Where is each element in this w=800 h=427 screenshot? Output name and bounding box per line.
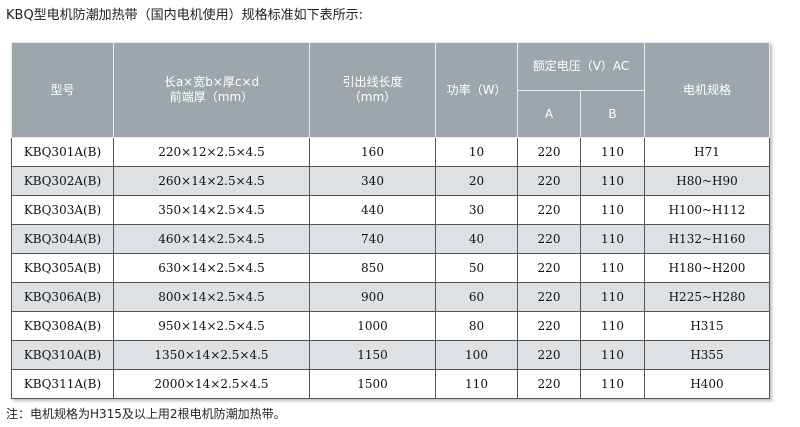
cell-voltage-a: 220 (517, 166, 581, 196)
table-row: KBQ302A(B) 260×14×2.5×4.5 340 20 220 110 H80~H… (11, 166, 770, 196)
table-row: KBQ311A(B) 2000×14×2.5×4.5 1500 110 220 110 H4… (11, 369, 770, 399)
cell-voltage-a: 220 (517, 224, 581, 254)
cell-dimensions: 1350×14×2.5×4.5 (113, 340, 310, 370)
cell-motor-spec: H315 (644, 311, 770, 341)
table-row: KBQ301A(B) 220×12×2.5×4.5 160 10 220 110 H71 (11, 137, 770, 167)
header-power: 功率（W） (435, 42, 518, 138)
cell-model: KBQ303A(B) (11, 195, 114, 225)
table-row: KBQ308A(B) 950×14×2.5×4.5 1000 80 220 110 H315 (11, 311, 770, 341)
cell-lead-length: 440 (309, 195, 436, 225)
cell-model: KBQ301A(B) (11, 137, 114, 167)
table-row: KBQ310A(B) 1350×14×2.5×4.5 1150 100 220 110 H3… (11, 340, 770, 370)
cell-lead-length: 740 (309, 224, 436, 254)
header-motor: 电机规格 (644, 42, 770, 138)
cell-voltage-a: 220 (517, 369, 581, 399)
spec-table: 型号 长a×宽b×厚c×d 前端厚（mm） 引出线长度 （mm） 功率（W） 额定电… (11, 42, 770, 399)
cell-lead-length: 1150 (309, 340, 436, 370)
cell-power: 80 (435, 311, 518, 341)
cell-motor-spec: H100~H112 (644, 195, 770, 225)
cell-lead-length: 160 (309, 137, 436, 167)
cell-dimensions: 2000×14×2.5×4.5 (113, 369, 310, 399)
cell-dimensions: 800×14×2.5×4.5 (113, 282, 310, 312)
cell-dimensions: 260×14×2.5×4.5 (113, 166, 310, 196)
cell-power: 30 (435, 195, 518, 225)
cell-model: KBQ302A(B) (11, 166, 114, 196)
cell-voltage-b: 110 (580, 311, 645, 341)
cell-motor-spec: H180~H200 (644, 253, 770, 283)
cell-motor-spec: H80~H90 (644, 166, 770, 196)
table-row: KBQ303A(B) 350×14×2.5×4.5 440 30 220 110 H100~… (11, 195, 770, 225)
cell-voltage-b: 110 (580, 224, 645, 254)
cell-voltage-a: 220 (517, 311, 581, 341)
cell-dimensions: 630×14×2.5×4.5 (113, 253, 310, 283)
header-lead-length: 引出线长度 （mm） (309, 42, 436, 138)
cell-voltage-a: 220 (517, 340, 581, 370)
cell-motor-spec: H400 (644, 369, 770, 399)
cell-voltage-b: 110 (580, 369, 645, 399)
cell-model: KBQ304A(B) (11, 224, 114, 254)
cell-model: KBQ305A(B) (11, 253, 114, 283)
cell-voltage-b: 110 (580, 253, 645, 283)
cell-lead-length: 900 (309, 282, 436, 312)
cell-voltage-b: 110 (580, 166, 645, 196)
header-dimensions-line2: 前端厚（mm） (169, 90, 254, 104)
cell-voltage-b: 110 (580, 282, 645, 312)
cell-power: 20 (435, 166, 518, 196)
table-row: KBQ306A(B) 800×14×2.5×4.5 900 60 220 110 H225~… (11, 282, 770, 312)
cell-power: 110 (435, 369, 518, 399)
cell-voltage-a: 220 (517, 195, 581, 225)
cell-power: 100 (435, 340, 518, 370)
cell-model: KBQ306A(B) (11, 282, 114, 312)
header-voltage-b: B (580, 90, 645, 138)
table-row: KBQ305A(B) 630×14×2.5×4.5 850 50 220 110 H180~… (11, 253, 770, 283)
cell-voltage-a: 220 (517, 282, 581, 312)
cell-lead-length: 1500 (309, 369, 436, 399)
cell-lead-length: 1000 (309, 311, 436, 341)
cell-voltage-b: 110 (580, 137, 645, 167)
cell-dimensions: 350×14×2.5×4.5 (113, 195, 310, 225)
header-dimensions-line1: 长a×宽b×厚c×d (163, 75, 260, 89)
footnote: 注：电机规格为H315及以上用2根电机防潮加热带。 (6, 407, 286, 421)
header-lead-line2: （mm） (348, 90, 397, 104)
cell-motor-spec: H225~H280 (644, 282, 770, 312)
cell-power: 60 (435, 282, 518, 312)
cell-model: KBQ308A(B) (11, 311, 114, 341)
cell-dimensions: 460×14×2.5×4.5 (113, 224, 310, 254)
cell-voltage-b: 110 (580, 195, 645, 225)
cell-lead-length: 340 (309, 166, 436, 196)
cell-model: KBQ311A(B) (11, 369, 114, 399)
cell-power: 10 (435, 137, 518, 167)
header-voltage-a: A (517, 90, 581, 138)
cell-dimensions: 220×12×2.5×4.5 (113, 137, 310, 167)
cell-power: 50 (435, 253, 518, 283)
cell-voltage-b: 110 (580, 340, 645, 370)
cell-voltage-a: 220 (517, 253, 581, 283)
page-title: KBQ型电机防潮加热带（国内电机使用）规格标准如下表所示: (6, 8, 364, 23)
cell-model: KBQ310A(B) (11, 340, 114, 370)
cell-voltage-a: 220 (517, 137, 581, 167)
header-lead-line1: 引出线长度 (342, 75, 403, 89)
cell-dimensions: 950×14×2.5×4.5 (113, 311, 310, 341)
cell-motor-spec: H355 (644, 340, 770, 370)
table-row: KBQ304A(B) 460×14×2.5×4.5 740 40 220 110 H132~… (11, 224, 770, 254)
cell-motor-spec: H132~H160 (644, 224, 770, 254)
header-model: 型号 (11, 42, 114, 138)
header-dimensions: 长a×宽b×厚c×d 前端厚（mm） (113, 42, 310, 138)
header-voltage: 额定电压（V）AC (517, 42, 645, 91)
cell-motor-spec: H71 (644, 137, 770, 167)
cell-lead-length: 850 (309, 253, 436, 283)
cell-power: 40 (435, 224, 518, 254)
